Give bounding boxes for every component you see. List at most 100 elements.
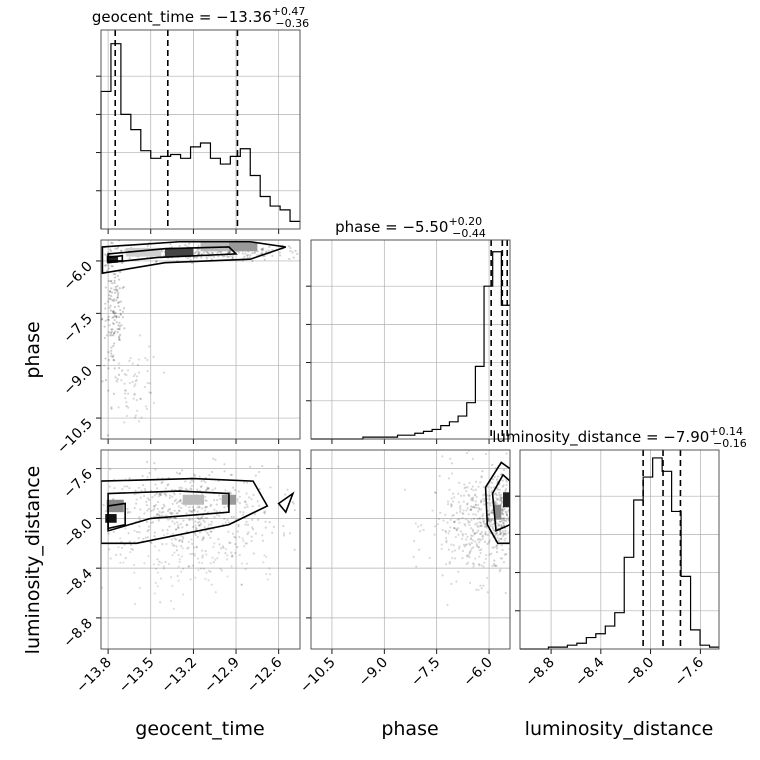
sample-point — [419, 530, 422, 533]
sample-point — [468, 521, 471, 524]
sample-point — [342, 259, 344, 261]
sample-point — [49, 502, 51, 504]
sample-point — [114, 288, 118, 291]
sample-point — [133, 385, 136, 388]
sample-point — [208, 252, 211, 255]
sample-point — [450, 543, 453, 546]
sample-point — [171, 502, 174, 506]
sample-point — [475, 495, 478, 499]
sample-point — [202, 567, 206, 570]
sample-point — [477, 588, 480, 591]
sample-point — [243, 500, 247, 503]
sample-point — [114, 285, 117, 289]
sample-point — [481, 534, 484, 537]
sample-point — [98, 255, 100, 257]
sample-point — [153, 531, 156, 534]
sample-point — [480, 524, 483, 528]
sample-point — [261, 247, 264, 251]
sample-point — [450, 472, 454, 475]
sample-point — [237, 251, 240, 254]
sample-point — [159, 494, 162, 497]
sample-point — [132, 374, 135, 378]
sample-point — [161, 506, 164, 510]
sample-point — [110, 330, 113, 333]
sample-point — [221, 255, 225, 258]
sample-point — [523, 573, 525, 575]
sample-point — [478, 508, 481, 511]
sample-point — [495, 498, 499, 501]
sample-point — [464, 518, 467, 521]
sample-point — [264, 526, 267, 529]
sample-point — [286, 488, 289, 491]
sample-point — [462, 509, 465, 512]
sample-point — [461, 511, 464, 515]
sample-point — [246, 253, 250, 257]
sample-point — [227, 521, 231, 524]
sample-point — [266, 578, 269, 581]
sample-point — [192, 480, 195, 483]
sample-point — [171, 584, 174, 587]
sample-point — [133, 493, 136, 496]
sample-point — [229, 541, 232, 545]
sample-point — [154, 468, 157, 471]
sample-point — [113, 305, 117, 309]
sample-point — [112, 344, 115, 347]
sample-point — [127, 406, 130, 409]
sample-point — [108, 290, 112, 293]
title-minus: −0.36 — [275, 17, 309, 30]
sample-point — [246, 505, 249, 508]
sample-point — [115, 315, 118, 318]
sample-point — [117, 305, 120, 308]
sample-point — [477, 525, 480, 529]
sample-point — [471, 485, 474, 488]
sample-point — [505, 517, 508, 521]
sample-point — [485, 526, 489, 529]
sample-point — [164, 487, 167, 490]
sample-point — [471, 506, 474, 509]
sample-point — [196, 506, 199, 509]
sample-point — [171, 495, 174, 498]
sample-point — [238, 535, 241, 539]
sample-point — [153, 462, 156, 465]
sample-point — [478, 564, 481, 567]
sample-point — [117, 301, 120, 304]
hist-panel-luminosity-distance: −8.8 −8.4 −8.0 −7.6 luminosity_distance = −7… — [492, 425, 746, 690]
sample-point — [496, 543, 499, 546]
sample-point — [487, 513, 491, 516]
sample-point — [452, 514, 455, 517]
sample-point — [450, 462, 454, 465]
sample-point — [108, 331, 111, 334]
sample-point — [489, 523, 493, 526]
sample-point — [488, 553, 491, 556]
sample-point — [110, 291, 114, 294]
sample-point — [124, 389, 128, 392]
sample-point — [454, 527, 457, 530]
sample-point — [190, 538, 193, 541]
sample-point — [467, 553, 470, 557]
sample-point — [201, 556, 204, 559]
sample-point — [433, 533, 436, 536]
sample-point — [109, 280, 112, 283]
sample-point — [179, 498, 182, 501]
sample-point — [165, 514, 168, 517]
sample-point — [63, 250, 65, 252]
sample-point — [240, 583, 243, 586]
sample-point — [128, 540, 131, 543]
sample-point — [139, 397, 142, 401]
sample-point — [245, 492, 248, 495]
sample-point — [459, 510, 462, 513]
sample-point — [460, 537, 464, 540]
sample-point — [179, 499, 182, 502]
sample-point — [195, 527, 198, 530]
sample-point — [278, 251, 281, 254]
sample-point — [488, 513, 491, 516]
sample-point — [466, 486, 469, 489]
sample-point — [246, 542, 249, 545]
sample-point — [135, 378, 138, 382]
contour-inner — [107, 246, 238, 264]
sample-point — [135, 398, 138, 402]
sample-point — [468, 542, 471, 545]
sample-point — [505, 519, 508, 523]
sample-point — [187, 546, 190, 549]
sample-point — [526, 513, 528, 515]
